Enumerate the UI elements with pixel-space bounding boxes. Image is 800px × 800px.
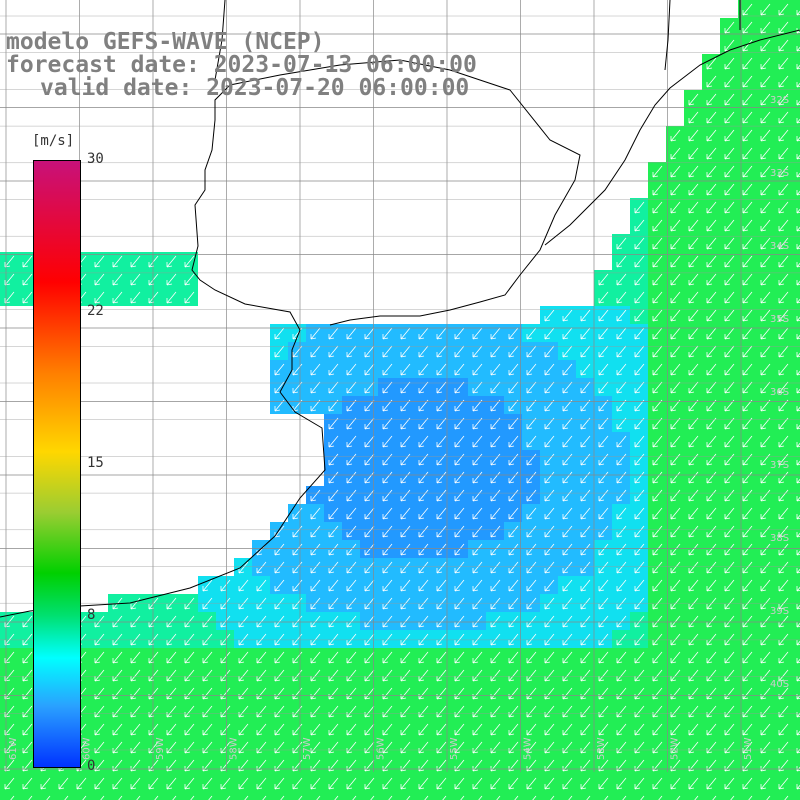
- lon-label: 56W: [376, 737, 387, 760]
- lon-label: 54W: [523, 737, 534, 760]
- lon-label: 53W: [596, 737, 607, 760]
- colorbar-unit: [m/s]: [32, 133, 75, 149]
- lat-label: 37S: [770, 460, 789, 471]
- lat-label: 40S: [770, 679, 789, 690]
- lat-label: 38S: [770, 533, 789, 544]
- colorbar-tick: 8: [87, 607, 96, 623]
- lat-label: 36S: [770, 387, 789, 398]
- lon-label: 55W: [449, 737, 460, 760]
- lat-label: 39S: [770, 606, 789, 617]
- lon-label: 57W: [302, 737, 313, 760]
- lat-label: 33S: [770, 168, 789, 179]
- lat-lon-grid: [0, 0, 800, 772]
- title-model: modelo GEFS-WAVE (NCEP): [6, 29, 325, 55]
- latitude-labels: 32S 33S 34S 35S 36S 37S 38S 39S 40S: [770, 95, 789, 690]
- colorbar: [33, 160, 81, 768]
- coastline: [0, 29, 800, 618]
- colorbar-tick: 15: [87, 455, 104, 471]
- lon-label: 61W: [8, 737, 19, 760]
- border-line: [214, 0, 741, 81]
- longitude-labels: 61W 60W 59W 58W 57W 56W 55W 54W 53W 52W 51W: [8, 737, 754, 760]
- lon-label: 51W: [743, 737, 754, 760]
- colorbar-tick: 0: [87, 758, 96, 774]
- lon-label: 59W: [155, 737, 166, 760]
- wind-direction-arrows: [4, 3, 800, 800]
- title-forecast-date: forecast date: 2023-07-13 06:00:00: [6, 52, 477, 78]
- lat-label: 32S: [770, 95, 789, 106]
- colorbar-tick: 30: [87, 151, 104, 167]
- lat-label: 35S: [770, 314, 789, 325]
- colorbar-tick: 22: [87, 303, 104, 319]
- lon-label: 60W: [82, 737, 93, 760]
- title-valid-date: valid date: 2023-07-20 06:00:00: [40, 75, 470, 101]
- lat-label: 34S: [770, 241, 789, 252]
- lon-label: 52W: [670, 737, 681, 760]
- lon-label: 58W: [229, 737, 240, 760]
